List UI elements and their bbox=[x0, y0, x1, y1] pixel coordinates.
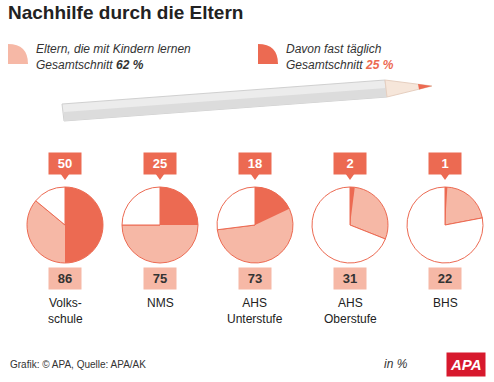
svg-text:NMS: NMS bbox=[147, 296, 174, 310]
svg-text:Eltern, die mit Kindern lernen: Eltern, die mit Kindern lernenGesamtschn… bbox=[36, 42, 191, 72]
svg-text:AHSUnterstufe: AHSUnterstufe bbox=[227, 296, 283, 326]
svg-text:86: 86 bbox=[58, 271, 72, 286]
svg-text:50: 50 bbox=[58, 156, 72, 171]
svg-text:BHS: BHS bbox=[433, 296, 458, 310]
svg-text:APA: APA bbox=[450, 356, 482, 373]
svg-text:31: 31 bbox=[343, 271, 357, 286]
svg-text:Volks-schule: Volks-schule bbox=[48, 296, 83, 326]
svg-text:AHSOberstufe: AHSOberstufe bbox=[324, 296, 377, 326]
svg-text:73: 73 bbox=[248, 271, 262, 286]
svg-text:18: 18 bbox=[248, 156, 262, 171]
svg-text:Davon fast täglichGesamtschnit: Davon fast täglichGesamtschnitt 25 % bbox=[286, 42, 394, 72]
svg-text:22: 22 bbox=[438, 271, 452, 286]
svg-text:in %: in % bbox=[384, 357, 408, 371]
svg-text:25: 25 bbox=[153, 156, 167, 171]
svg-text:2: 2 bbox=[346, 156, 353, 171]
svg-text:1: 1 bbox=[441, 156, 448, 171]
svg-text:75: 75 bbox=[153, 271, 167, 286]
svg-text:Grafik: © APA, Quelle: APA/AK: Grafik: © APA, Quelle: APA/AK bbox=[10, 359, 146, 370]
svg-text:Nachhilfe durch die Eltern: Nachhilfe durch die Eltern bbox=[8, 2, 243, 23]
